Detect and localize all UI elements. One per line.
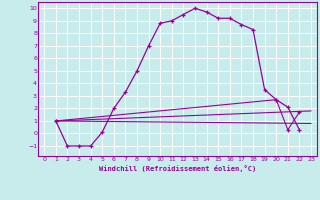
- X-axis label: Windchill (Refroidissement éolien,°C): Windchill (Refroidissement éolien,°C): [99, 165, 256, 172]
